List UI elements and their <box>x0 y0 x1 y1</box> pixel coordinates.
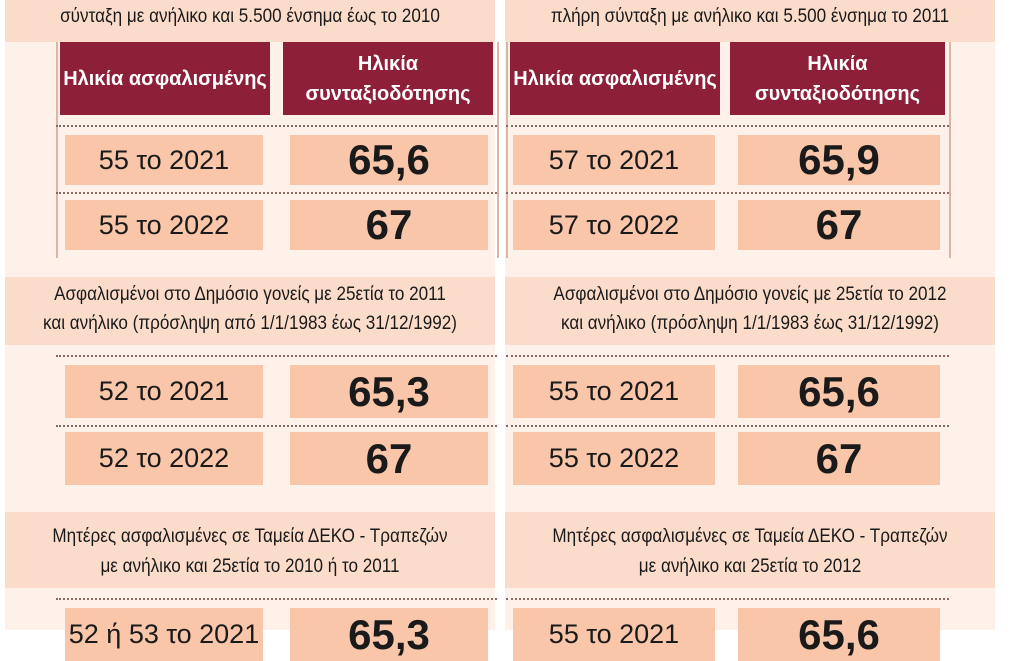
retirement-age-cell: 65,6 <box>738 365 940 418</box>
dotted-separator <box>56 425 497 427</box>
dotted-separator <box>56 598 497 600</box>
age-cell: 52 ή 53 το 2021 <box>65 608 263 661</box>
divider <box>56 42 58 258</box>
section-title-line: και ανήλικο (πρόσληψη 1/1/1983 έως 31/12… <box>560 313 940 334</box>
section-title-line: Μητέρες ασφαλισμένες σε Ταμεία ΔΕΚΟ - Τρ… <box>52 526 448 547</box>
retirement-age-cell: 65,6 <box>738 608 940 661</box>
dotted-separator <box>56 192 497 194</box>
section-title-line: και ανήλικο (πρόσληψη από 1/1/1983 έως 3… <box>43 313 457 334</box>
dotted-separator <box>506 598 949 600</box>
divider <box>497 42 499 258</box>
section-title-line: Ασφαλισμένοι στο Δημόσιο γονείς με 25ετί… <box>54 284 446 305</box>
age-cell: 52 το 2021 <box>65 365 263 418</box>
retirement-age-cell: 65,9 <box>738 135 940 185</box>
divider <box>949 42 951 258</box>
retirement-age-cell: 65,3 <box>290 365 488 418</box>
dotted-separator <box>506 192 949 194</box>
section-title-box <box>505 277 995 345</box>
age-cell: 55 το 2022 <box>65 200 263 250</box>
section-title-box <box>505 512 995 588</box>
retirement-age-cell: 67 <box>738 432 940 485</box>
table-header: Ηλικία συνταξιοδότησης <box>730 42 945 115</box>
age-cell: 55 το 2021 <box>513 365 715 418</box>
dotted-separator <box>506 125 949 127</box>
retirement-age-cell: 67 <box>290 432 488 485</box>
age-cell: 57 το 2022 <box>513 200 715 250</box>
section-title-box <box>505 0 995 42</box>
age-cell: 55 το 2021 <box>513 608 715 661</box>
divider <box>506 42 508 258</box>
section-title-line: πλήρη σύνταξη με ανήλικο και 5.500 ένσημ… <box>550 6 950 27</box>
dotted-separator <box>506 355 949 357</box>
dotted-separator <box>56 355 497 357</box>
page: {"columns": [ {"sections": [ {"title_lin… <box>5 0 995 661</box>
section-title-line: Μητέρες ασφαλισμένες σε Ταμεία ΔΕΚΟ - Τρ… <box>552 526 948 547</box>
section-title-line: με ανήλικο και 25ετία το 2010 ή το 2011 <box>100 556 400 577</box>
dotted-separator <box>56 125 497 127</box>
section-title-line: με ανήλικο και 25ετία το 2012 <box>638 556 862 577</box>
section-title-line: Ασφαλισμένοι στο Δημόσιο γονείς με 25ετί… <box>553 284 947 305</box>
table-header: Ηλικία συνταξιοδότησης <box>283 42 493 115</box>
table-header: Ηλικία ασφαλισμένης <box>60 42 270 115</box>
section-title-box <box>5 512 495 588</box>
age-cell: 55 το 2022 <box>513 432 715 485</box>
age-cell: 55 το 2021 <box>65 135 263 185</box>
retirement-age-cell: 65,6 <box>290 135 488 185</box>
age-cell: 57 το 2021 <box>513 135 715 185</box>
section-title-line: σύνταξη με ανήλικο και 5.500 ένσημα έως … <box>60 6 440 27</box>
retirement-age-cell: 67 <box>738 200 940 250</box>
section-title-box <box>5 0 495 42</box>
section-title-box <box>5 277 495 345</box>
retirement-age-cell: 67 <box>290 200 488 250</box>
retirement-age-cell: 65,3 <box>290 608 488 661</box>
table-header: Ηλικία ασφαλισμένης <box>510 42 720 115</box>
age-cell: 52 το 2022 <box>65 432 263 485</box>
dotted-separator <box>506 425 949 427</box>
